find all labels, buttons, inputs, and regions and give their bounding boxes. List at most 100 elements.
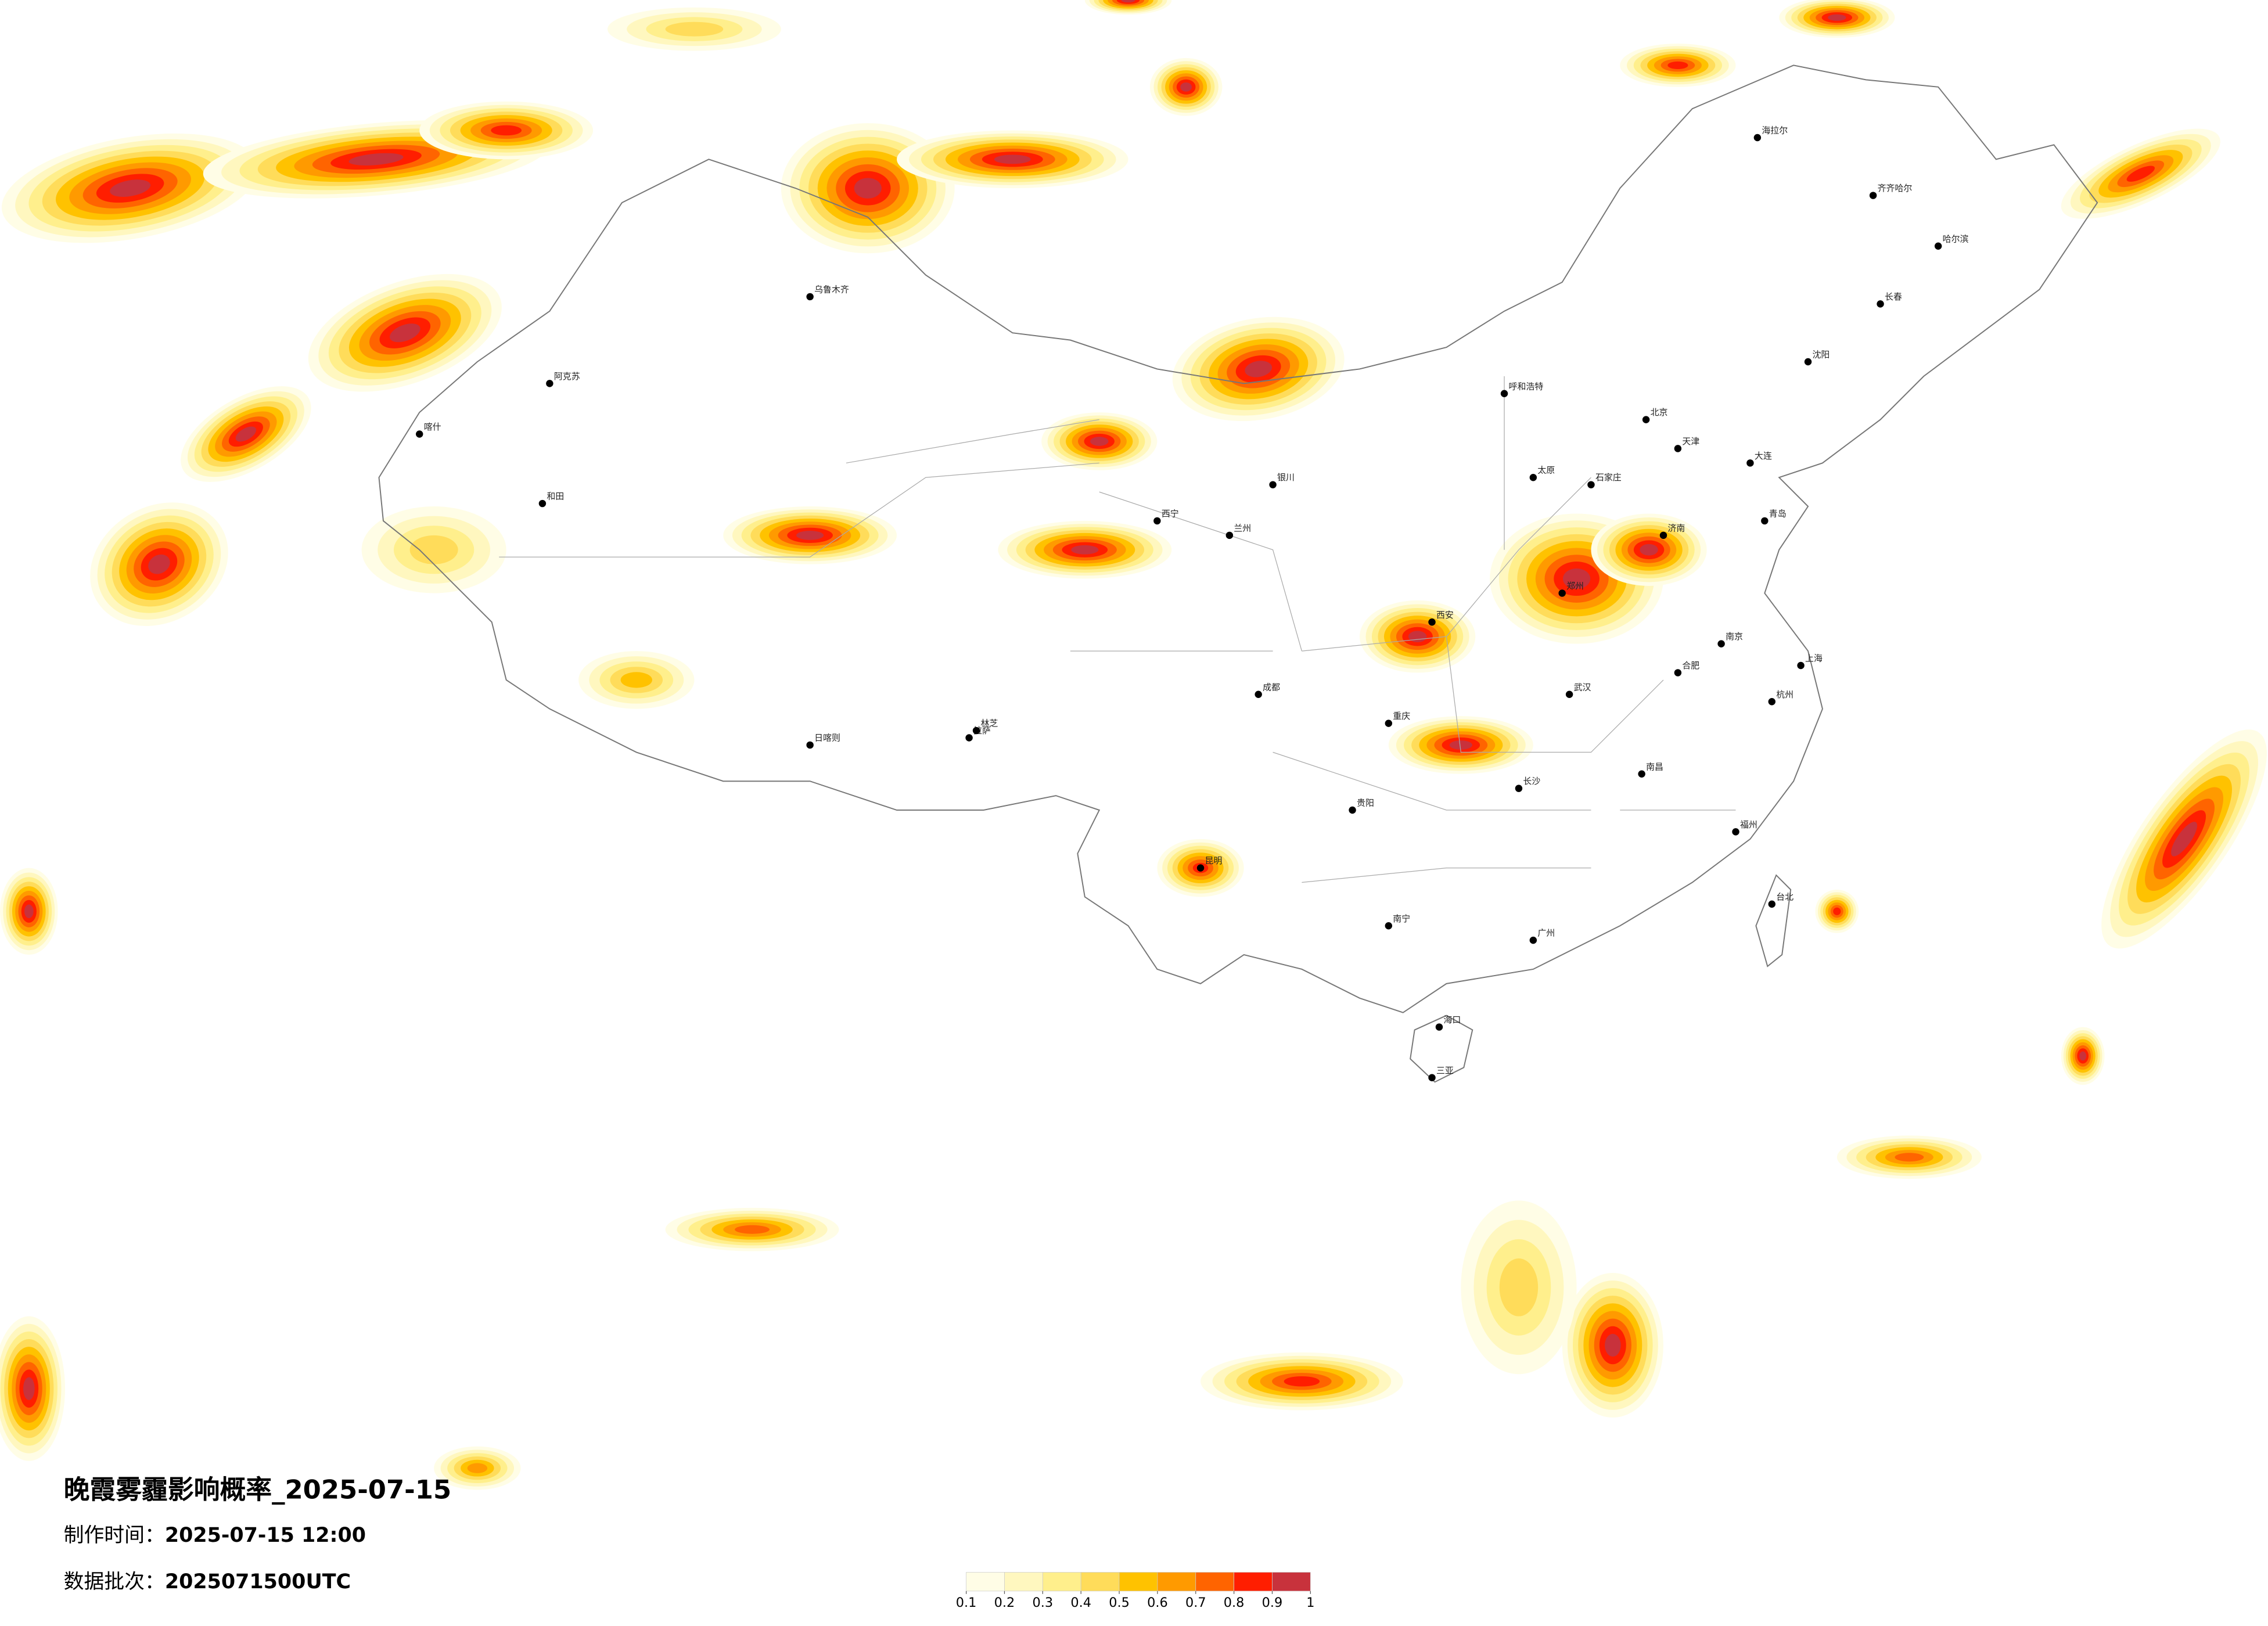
city-dot <box>806 741 814 749</box>
city-dot <box>1877 300 1884 308</box>
city-label: 喀什 <box>424 422 441 432</box>
city-label: 海口 <box>1443 1015 1461 1025</box>
city-dot <box>1558 589 1566 597</box>
china-border <box>378 64 2098 1013</box>
legend-tick-label: 0.1 <box>956 1595 977 1610</box>
haze-area <box>854 178 882 199</box>
city-dot <box>1428 618 1436 626</box>
haze-area <box>1121 0 1135 3</box>
haze-area <box>348 153 404 166</box>
city-dot <box>965 734 973 742</box>
city-label: 石家庄 <box>1595 472 1622 483</box>
city-dot <box>1797 661 1805 670</box>
city-label: 北京 <box>1651 407 1668 418</box>
haze-area <box>390 323 420 343</box>
city-label: 西安 <box>1436 610 1454 620</box>
city-dot <box>806 293 814 301</box>
city-dot <box>1804 358 1812 366</box>
city-label: 杭州 <box>1776 689 1793 700</box>
haze-area <box>467 1463 488 1473</box>
haze-area <box>665 21 724 37</box>
city-dot <box>415 430 423 438</box>
legend-tick-label: 0.6 <box>1147 1595 1168 1610</box>
haze-area <box>1640 544 1658 556</box>
legend-swatch <box>1195 1572 1234 1592</box>
city-dot <box>1428 1074 1436 1081</box>
city-dot <box>1529 936 1537 944</box>
city-dot <box>1746 459 1754 467</box>
city-dot <box>1565 690 1573 699</box>
haze-area <box>796 530 824 540</box>
haze-area <box>1180 82 1192 92</box>
city-label: 青岛 <box>1769 508 1787 519</box>
haze-area <box>1071 545 1099 555</box>
haze-area <box>1408 631 1427 642</box>
haze-area <box>620 672 652 688</box>
city-dot <box>1385 922 1393 930</box>
cities: 北京天津石家庄太原呼和浩特沈阳长春哈尔滨济南郑州西安兰州西宁银川乌鲁木齐拉萨成都… <box>415 125 1969 1081</box>
haze-area <box>24 904 34 919</box>
city-label: 海拉尔 <box>1762 125 1788 135</box>
haze-area <box>409 535 458 564</box>
city-label: 广州 <box>1537 928 1555 938</box>
city-dot <box>538 499 547 508</box>
city-dot <box>1659 531 1667 539</box>
info-label: 制作时间： <box>64 1524 165 1547</box>
boundaries <box>378 64 2098 1083</box>
city-label: 西宁 <box>1162 508 1179 519</box>
legend-tick-label: 0.8 <box>1224 1595 1245 1610</box>
legend-tick-label: 0.4 <box>1070 1595 1091 1610</box>
city-label: 成都 <box>1263 682 1280 692</box>
city-label: 昆明 <box>1205 855 1223 866</box>
city-dot <box>1153 517 1161 525</box>
city-label: 福州 <box>1740 819 1757 830</box>
haze-area <box>491 125 522 136</box>
map-title: 晚霞雾霾影响概率_2025-07-15 <box>64 1474 452 1505</box>
city-dot <box>1753 134 1762 142</box>
city-label: 齐齐哈尔 <box>1878 183 1913 193</box>
city-label: 乌鲁木齐 <box>814 284 849 294</box>
legend-swatch <box>1272 1572 1311 1592</box>
legend-swatch <box>966 1572 1005 1592</box>
city-label: 郑州 <box>1566 581 1584 591</box>
city-dot <box>1225 531 1234 539</box>
city-dot <box>1934 242 1942 250</box>
haze-area <box>1895 1153 1924 1162</box>
legend-tick-label: 0.3 <box>1033 1595 1054 1610</box>
city-label: 长沙 <box>1523 776 1540 786</box>
haze-area <box>1828 14 1846 21</box>
city-dot <box>1674 669 1682 677</box>
haze-area <box>1499 1258 1539 1316</box>
legend-tick-label: 1 <box>1306 1595 1314 1610</box>
haze-area <box>1449 740 1472 750</box>
city-label: 三亚 <box>1436 1065 1454 1075</box>
city-dot <box>1869 192 1877 199</box>
haze-area <box>2126 166 2155 182</box>
legend-tick-label: 0.2 <box>994 1595 1015 1610</box>
haze-layer <box>0 0 2267 1490</box>
city-label: 南京 <box>1726 631 1743 642</box>
city-dot <box>1638 770 1645 778</box>
city-label: 合肥 <box>1682 660 1699 671</box>
haze-area <box>1245 361 1273 377</box>
city-label: 台北 <box>1776 891 1793 902</box>
city-label: 阿克苏 <box>554 371 580 382</box>
city-dot <box>1349 806 1356 814</box>
haze-area <box>235 426 257 442</box>
haze-area <box>2079 1051 2087 1061</box>
haze-area <box>1284 1376 1320 1387</box>
city-dot <box>1529 473 1537 481</box>
haze-area <box>1562 568 1591 589</box>
haze-area <box>1833 907 1841 915</box>
city-label: 哈尔滨 <box>1943 233 1969 244</box>
haze-area <box>1090 437 1109 446</box>
city-dot <box>1768 900 1776 908</box>
city-dot <box>1732 828 1739 836</box>
legend-tick-label: 0.5 <box>1109 1595 1130 1610</box>
city-label: 重庆 <box>1393 711 1410 721</box>
haze-area <box>23 1377 35 1400</box>
city-label: 日喀则 <box>814 732 840 743</box>
city-dot <box>546 380 553 387</box>
